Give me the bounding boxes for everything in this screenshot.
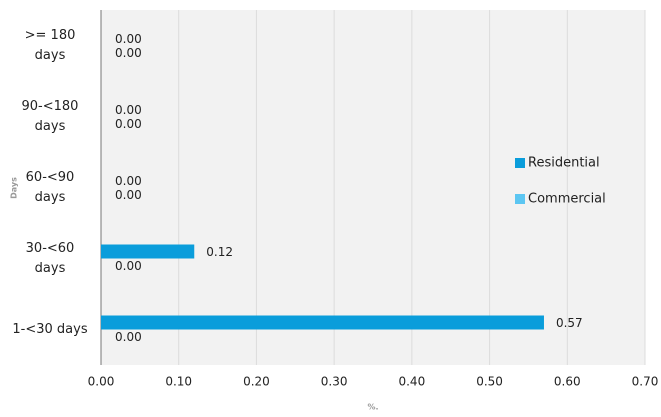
data-label: 0.12: [206, 245, 233, 259]
x-tick-label: 0.10: [165, 375, 192, 389]
x-tick-label: 0.40: [398, 375, 425, 389]
plot-area: [101, 10, 645, 365]
data-label: 0.00: [115, 117, 142, 131]
legend-label: Residential: [528, 156, 600, 171]
x-tick-label: 0.20: [243, 375, 270, 389]
y-tick-label: 60-<90 days: [25, 169, 75, 205]
x-tick-label: 0.60: [554, 375, 581, 389]
data-label: 0.00: [115, 103, 142, 117]
legend-label: Commercial: [528, 192, 606, 207]
data-label: 0.00: [115, 188, 142, 202]
bar: [101, 315, 544, 330]
data-label: 0.00: [115, 174, 142, 188]
y-tick-label: 90-<180 days: [21, 98, 79, 134]
x-tick-label: 0.30: [321, 375, 348, 389]
y-tick-label: 1-<30 days: [12, 321, 88, 337]
legend-swatch: [515, 158, 525, 168]
data-label: 0.57: [556, 316, 583, 330]
x-tick-label: 0.70: [632, 375, 659, 389]
data-label: 0.00: [115, 32, 142, 46]
legend-swatch: [515, 194, 525, 204]
data-label: 0.00: [115, 46, 142, 60]
x-tick-label: 0.50: [476, 375, 503, 389]
y-tick-label: >= 180 days: [24, 27, 76, 63]
y-tick-label: 30-<60 days: [25, 240, 75, 276]
y-axis-label: Days: [10, 177, 19, 199]
data-label: 0.00: [115, 330, 142, 344]
bar: [101, 244, 195, 259]
data-label: 0.00: [115, 259, 142, 273]
x-tick-label: 0.00: [88, 375, 115, 389]
x-axis-label: %.: [367, 403, 378, 412]
